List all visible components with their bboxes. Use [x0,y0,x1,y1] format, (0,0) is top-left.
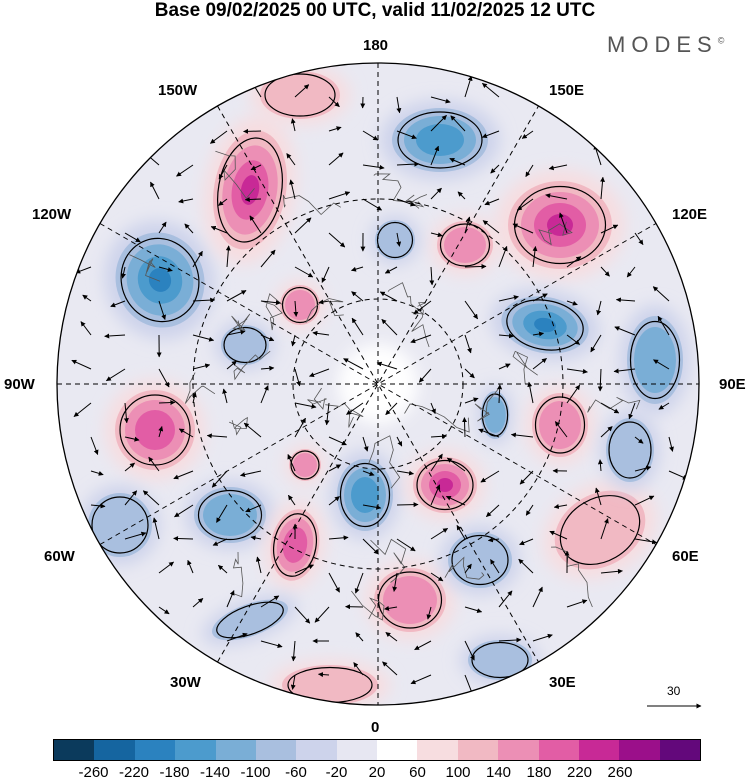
colorbar-tick-label: 260 [607,764,633,781]
lon-label-120w: 120W [32,206,72,223]
colorbar-segment [457,740,499,760]
polar-stereographic-map [56,62,700,706]
brand-text: MODES [607,32,718,57]
lon-label-180: 180 [363,37,389,54]
colorbar-segment [215,740,256,760]
lon-label-90e: 90E [719,376,746,393]
lon-label-90w: 90W [4,376,35,393]
colorbar-segment [54,740,95,760]
colorbar-tick-label: -20 [325,764,348,781]
lon-label-150e: 150E [549,82,585,99]
map-title: Base 09/02/2025 00 UTC, valid 11/02/2025… [154,0,596,21]
lat-lon-grid [57,63,699,705]
colorbar-segment [377,740,418,760]
reference-arrow-icon [647,703,702,709]
brand-mark: © [717,35,725,46]
colorbar-segment [498,740,539,760]
colorbar-tick-label: 220 [566,764,593,781]
colorbar-tick-label: 100 [445,764,471,781]
wind-vectors [71,75,688,696]
colorbar [53,739,701,761]
colorbar-segment [134,740,176,760]
colorbar-segment [578,740,620,760]
colorbar-segment [175,740,216,760]
field-layer [57,63,699,705]
colorbar-segment [94,740,135,760]
colorbar-tick-label: -260 [78,764,109,781]
colorbar-tick-label: -220 [118,764,150,781]
map-border [56,62,700,706]
colorbar-tick-label: -100 [240,764,271,781]
colorbar-segment [538,740,579,760]
reference-vector-value: 30 [667,684,681,698]
colorbar-tick-label: -140 [199,764,231,781]
colorbar-tick-label: 180 [526,764,552,781]
lon-label-120e: 120E [672,206,708,223]
lon-label-30w: 30W [170,674,201,691]
colorbar-tick-label: 140 [485,764,512,781]
colorbar-tick-label: -60 [285,764,307,781]
colorbar-segment [619,740,660,760]
lon-label-60w: 60W [44,548,75,565]
lon-label-0: 0 [371,719,380,736]
lon-label-60e: 60E [672,548,699,565]
colorbar-tick-label: 20 [368,764,386,781]
modes-logo: MODES© [607,32,724,58]
colorbar-segment [336,740,377,760]
lon-label-150w: 150W [158,82,198,99]
colorbar-tick-label: -180 [159,764,190,781]
colorbar-tick-label: 60 [409,764,426,781]
colorbar-segment [659,740,700,760]
colorbar-segment [296,740,337,760]
lon-label-30e: 30E [549,674,576,691]
colorbar-segment [255,740,297,760]
colorbar-segment [417,740,458,760]
